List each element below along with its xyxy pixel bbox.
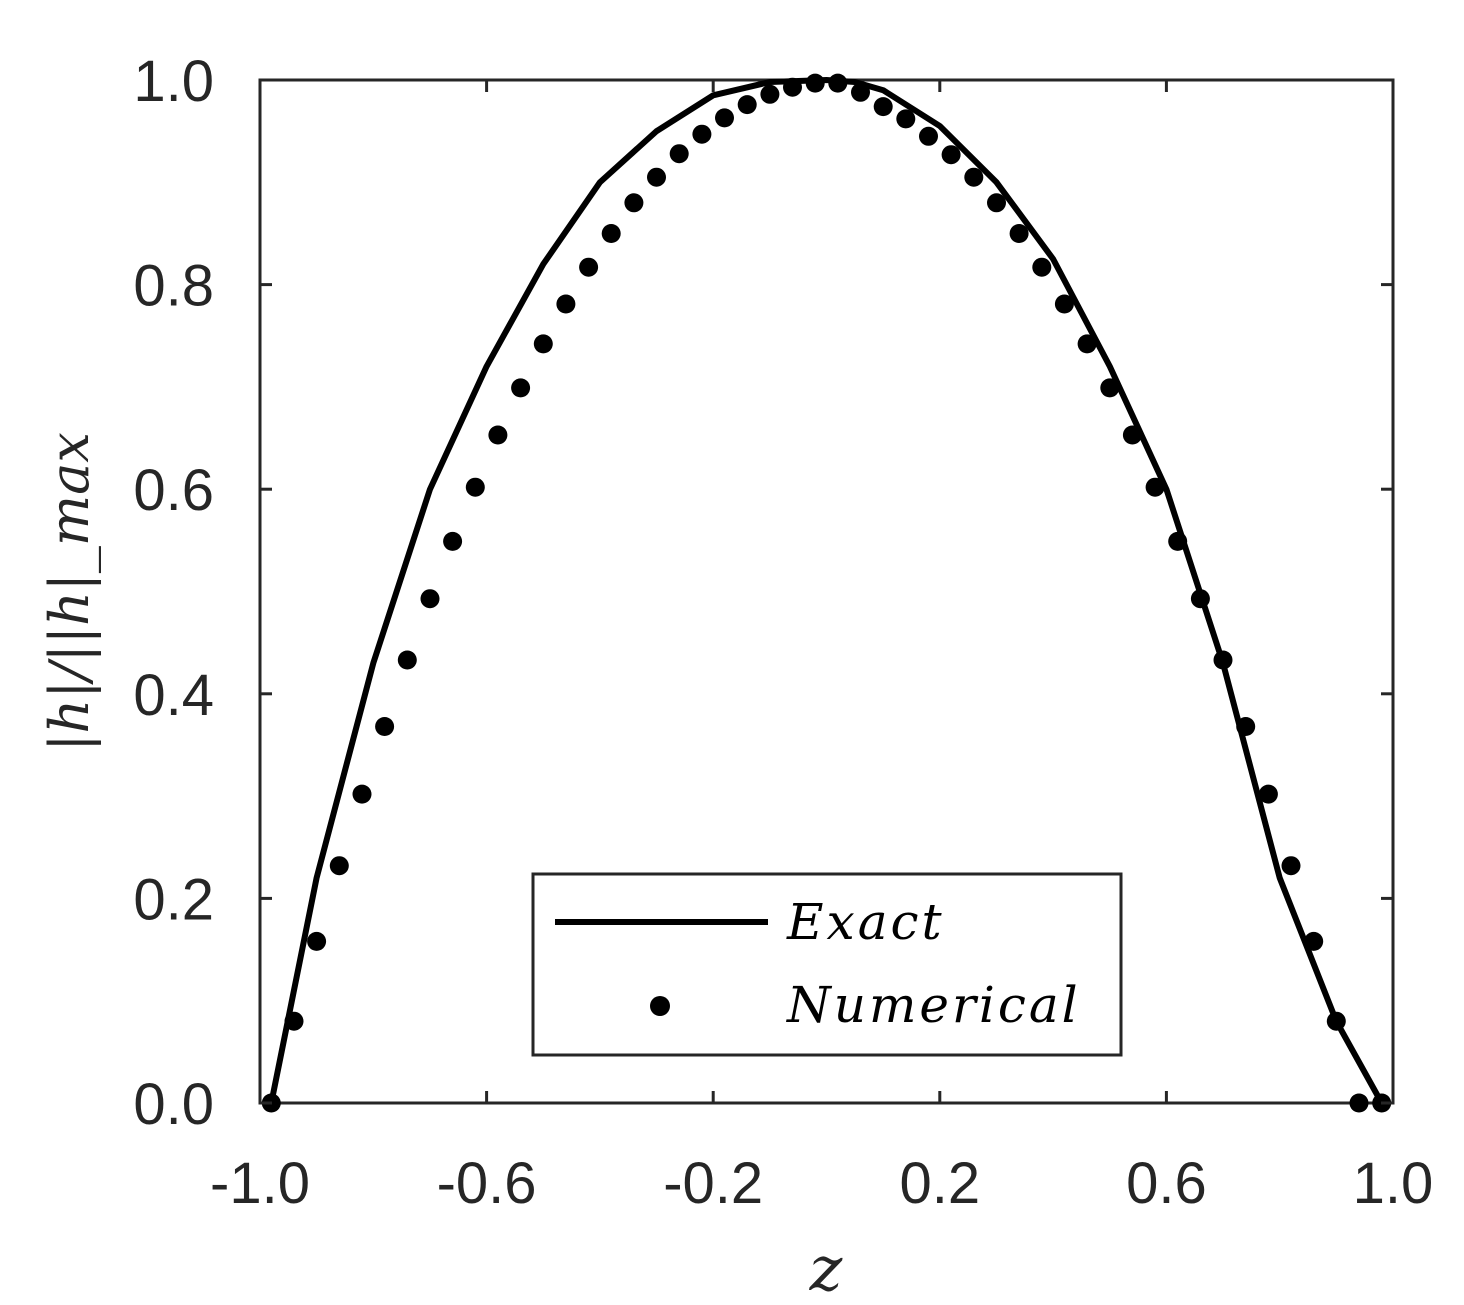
series-numerical-point (1168, 531, 1188, 551)
series-numerical-point (556, 294, 576, 314)
series-numerical-point (964, 167, 984, 187)
series-numerical-point (443, 531, 463, 551)
series-numerical-point (647, 167, 666, 187)
y-axis-label: |h|/||h|_max (38, 432, 101, 752)
series-numerical-point (624, 193, 644, 213)
series-numerical-point (669, 144, 689, 164)
series-numerical-point (805, 73, 825, 93)
series-numerical-point (1213, 650, 1233, 670)
legend-numerical-swatch (650, 996, 670, 1016)
y-tick-label: 0.2 (133, 867, 214, 932)
series-numerical-point (1190, 589, 1210, 609)
series-numerical-point (851, 82, 870, 102)
series-numerical-point (533, 334, 553, 354)
series-numerical-point (737, 95, 757, 115)
series-numerical-point (420, 589, 440, 609)
x-axis-label: z (809, 1232, 843, 1305)
series-numerical-point (692, 124, 712, 144)
x-tick-label: -0.2 (663, 1151, 763, 1216)
y-tick-label: 0.6 (133, 458, 214, 523)
legend-box (531, 872, 1123, 1057)
series-numerical-point (1100, 378, 1120, 398)
x-tick-label: -0.6 (437, 1151, 537, 1216)
series-numerical-point (896, 109, 916, 129)
series-numerical-point (601, 224, 621, 243)
series-numerical-point (1258, 784, 1278, 804)
series-numerical-point (307, 931, 327, 951)
series-numerical-point (465, 477, 485, 497)
legend-numerical-label: Numerical (786, 976, 1081, 1034)
x-tick-label: -1.0 (210, 1151, 310, 1216)
y-axis-ticks: 0.0 0.2 0.4 0.6 0.8 1.0 (133, 49, 1393, 1137)
series-numerical-point (1304, 931, 1324, 951)
series-numerical-point (375, 717, 395, 736)
series-numerical-point (715, 108, 734, 128)
series-numerical-point (329, 856, 349, 876)
series-numerical-point (1032, 257, 1052, 277)
series-numerical-point (488, 425, 508, 445)
series-numerical-point (1122, 425, 1142, 445)
plot-area (258, 73, 1395, 1113)
series-numerical-point (828, 73, 848, 93)
x-axis-ticks: -1.0 -0.6 -0.2 0.2 0.6 1.0 (210, 80, 1433, 1216)
legend-exact-label: Exact (786, 893, 945, 951)
series-numerical-point (1145, 477, 1165, 497)
series-numerical-point (919, 126, 938, 146)
x-tick-label: 0.6 (1126, 1151, 1207, 1216)
series-numerical-point (397, 650, 417, 670)
y-tick-label: 0.0 (133, 1072, 214, 1137)
series-numerical-point (1349, 1093, 1369, 1113)
series-numerical-point (1077, 334, 1097, 354)
series-numerical-point (873, 97, 893, 117)
series-numerical-point (783, 77, 802, 97)
series-numerical-point (579, 257, 599, 277)
series-numerical-point (352, 784, 372, 804)
y-tick-label: 1.0 (133, 49, 214, 114)
series-numerical-point (760, 84, 780, 104)
series-numerical-point (284, 1011, 304, 1031)
x-tick-label: 0.2 (899, 1151, 980, 1216)
series-numerical-point (1281, 856, 1301, 876)
legend: Exact Numerical (531, 872, 1123, 1057)
series-numerical-point (511, 378, 531, 398)
series-numerical-point (941, 145, 961, 165)
series-numerical-point (1009, 224, 1029, 243)
y-tick-label: 0.4 (133, 663, 214, 728)
series-numerical-point (1326, 1011, 1346, 1031)
x-tick-label: 1.0 (1353, 1151, 1434, 1216)
series-numerical-point (1236, 717, 1256, 736)
series-numerical-point (987, 193, 1006, 213)
series-numerical-point (1054, 294, 1074, 314)
y-tick-label: 0.8 (133, 254, 214, 319)
